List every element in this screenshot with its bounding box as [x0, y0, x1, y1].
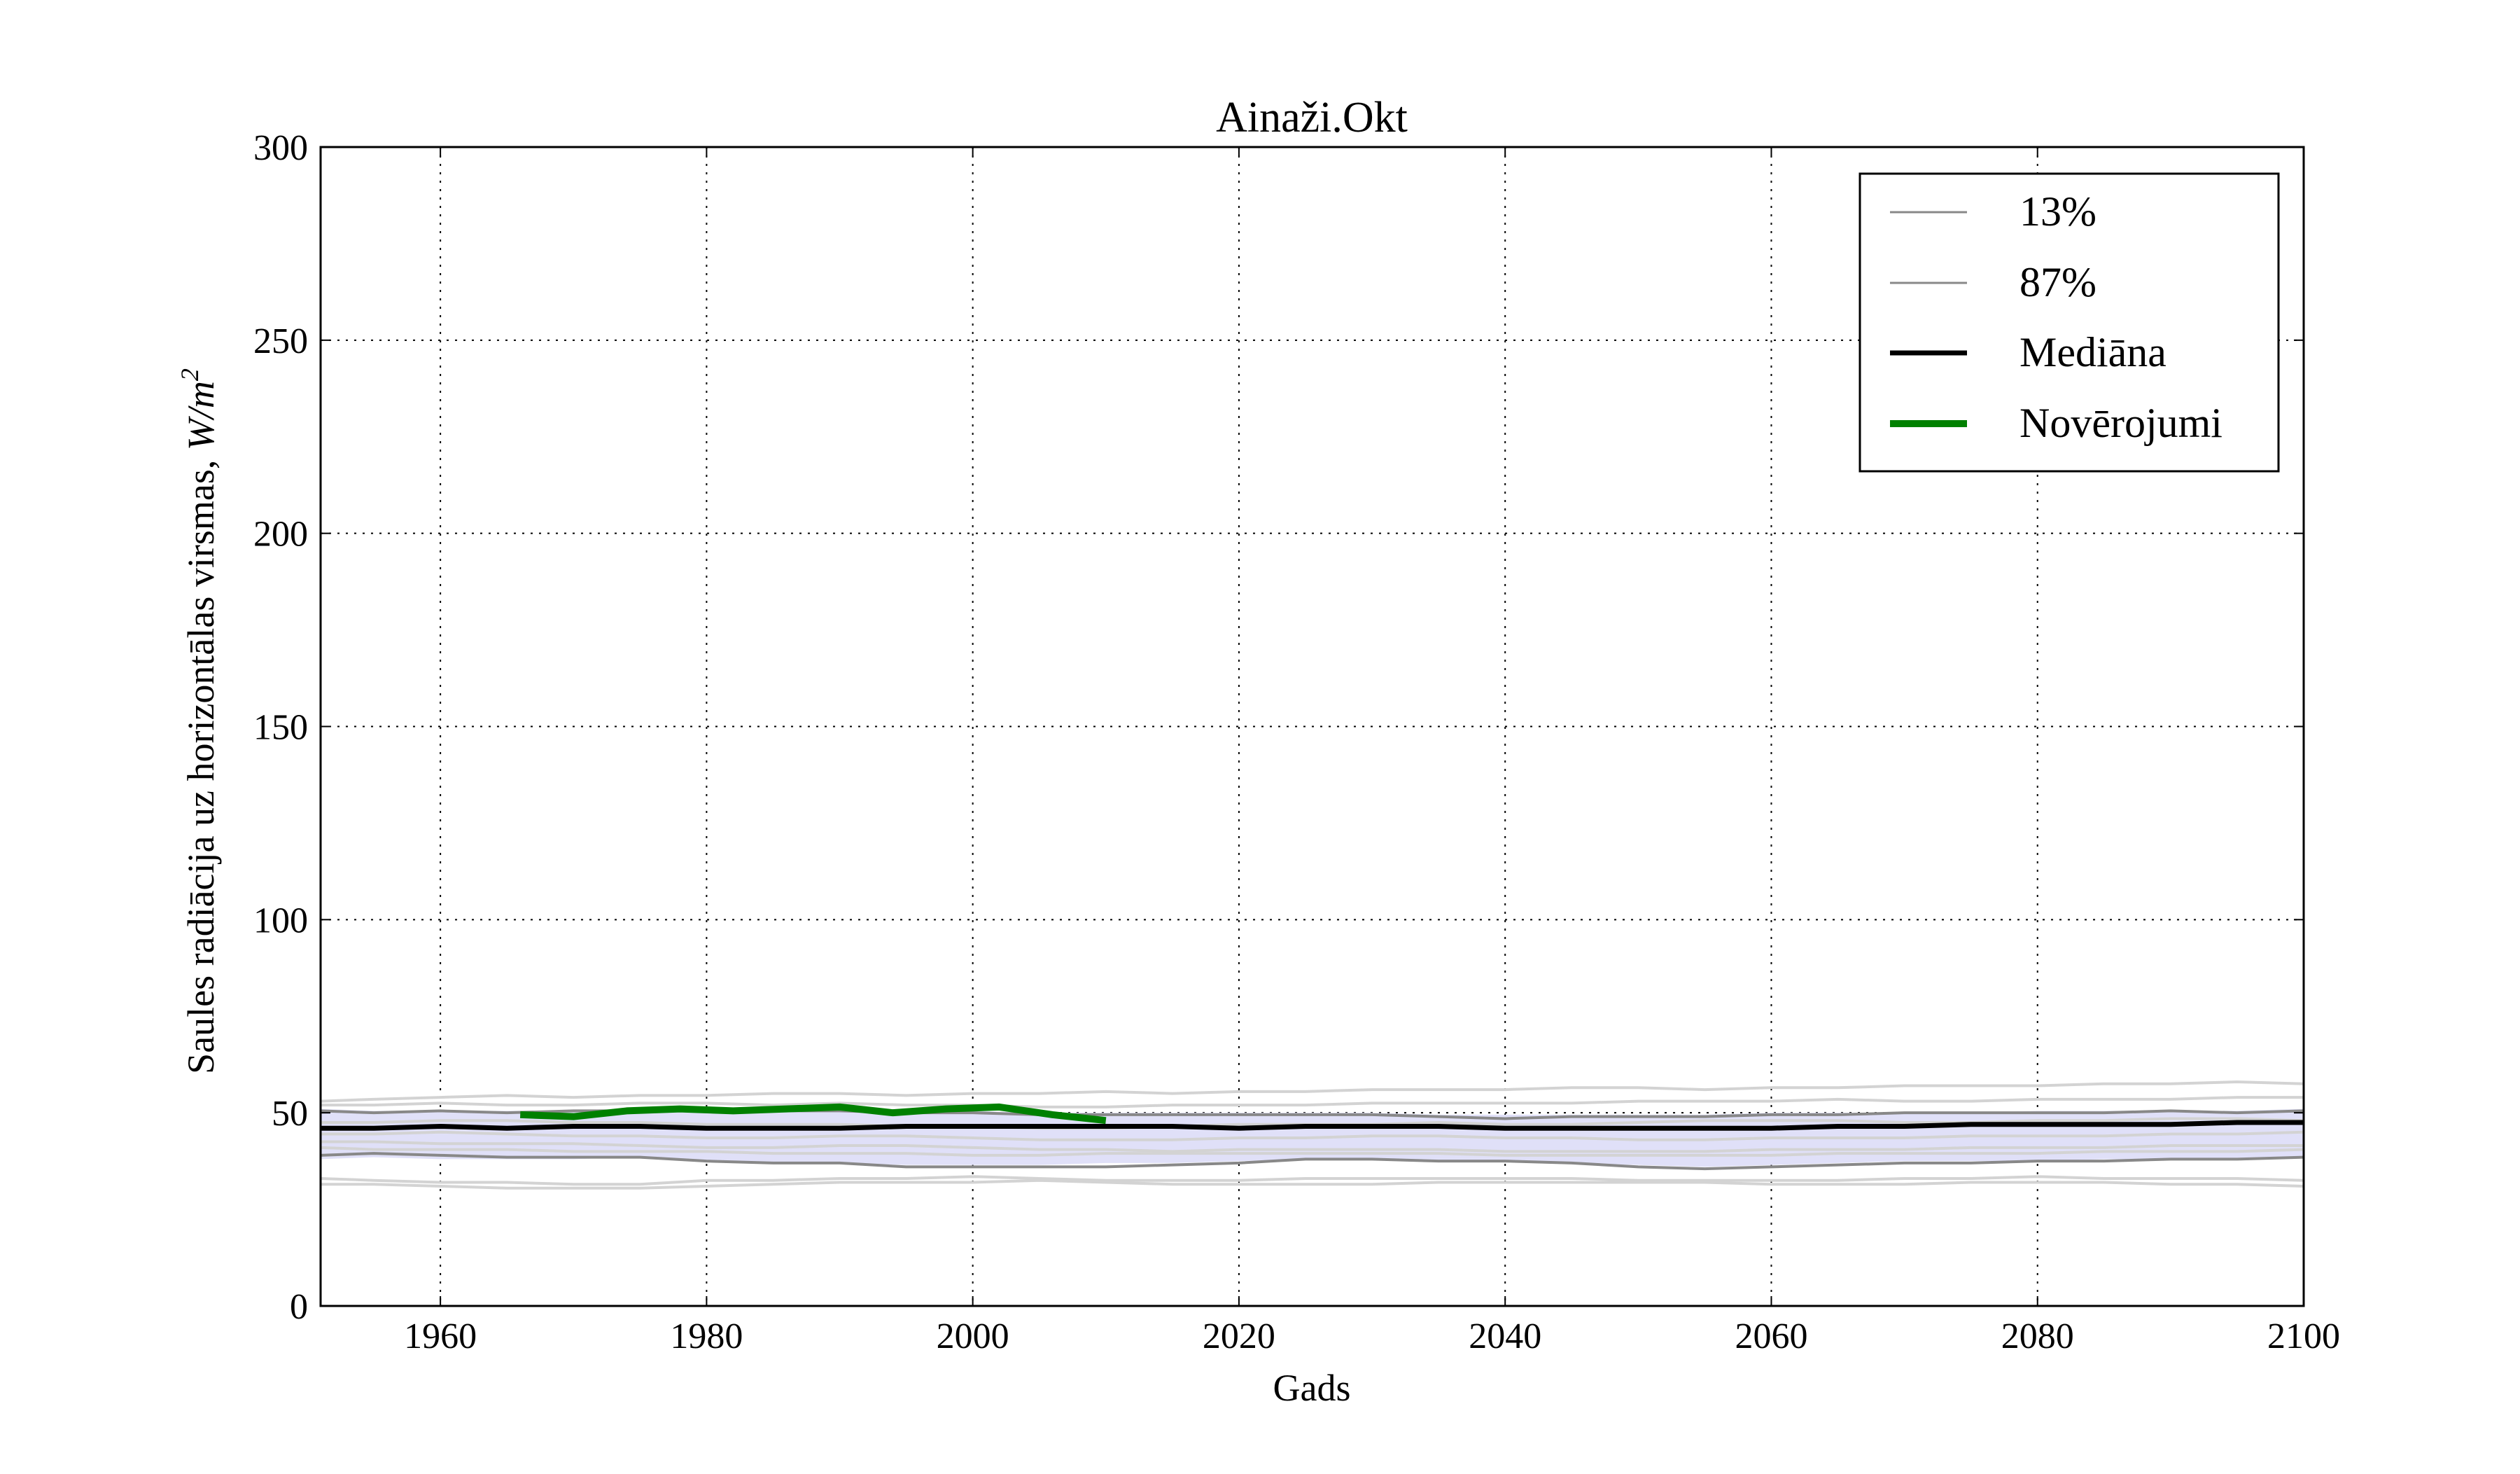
- y-tick-label: 200: [253, 515, 308, 555]
- ensemble-member-line: [321, 1146, 2304, 1157]
- y-axis-label-text: Saules radiācija uz horizontālas virsmas…: [180, 450, 222, 1074]
- legend-label-observations: Novērojumi: [2019, 400, 2222, 446]
- y-tick-label: 150: [253, 708, 308, 748]
- y-tick-label: 250: [253, 321, 308, 361]
- legend-label-13: 13%: [2019, 188, 2096, 235]
- series-median-line: [321, 1120, 2304, 1131]
- ensemble-member-line: [321, 1130, 2304, 1141]
- y-tick-label: 100: [253, 901, 308, 940]
- legend-label-87: 87%: [2019, 259, 2096, 305]
- y-tick-label: 300: [253, 128, 308, 168]
- series-observations-line: [520, 1103, 1107, 1125]
- chart-title: Ainaži.Okt: [1216, 94, 1408, 141]
- x-tick-label: 1980: [670, 1316, 743, 1356]
- legend: 13% 87% Mediāna Novērojumi: [1858, 172, 2280, 473]
- ensemble-member-line: [321, 1178, 2304, 1190]
- x-tick-label: 2100: [2267, 1316, 2340, 1356]
- ensemble-member-line: [321, 1140, 2304, 1153]
- ensemble-member-line: [321, 1080, 2304, 1103]
- y-axis-label: Saules radiācija uz horizontālas virsmas…: [176, 368, 222, 1074]
- x-tick-label: 2080: [2001, 1316, 2074, 1356]
- x-tick-label: 1960: [404, 1316, 477, 1356]
- y-axis-label-unit: W/m: [180, 381, 222, 450]
- y-tick-label: 0: [290, 1287, 308, 1327]
- ensemble-member-line: [321, 1096, 2304, 1108]
- x-axis-label: Gads: [1273, 1367, 1351, 1409]
- plot-area: [321, 1080, 2304, 1190]
- x-tick-label: 2060: [1735, 1316, 1807, 1356]
- x-tick-label: 2040: [1469, 1316, 1541, 1356]
- ensemble-member-line: [321, 1175, 2304, 1186]
- axis-ticks: 1960 1980 2000 2020 2040 2060 2080 2100 0 50 100 15…: [253, 128, 2340, 1356]
- y-tick-label: 50: [272, 1094, 308, 1134]
- x-tick-label: 2000: [937, 1316, 1009, 1356]
- series-13-percent-line: [321, 1152, 2304, 1171]
- y-axis-label-unit-exponent: 2: [176, 368, 204, 381]
- legend-label-median: Mediāna: [2019, 329, 2166, 375]
- x-tick-label: 2020: [1203, 1316, 1275, 1356]
